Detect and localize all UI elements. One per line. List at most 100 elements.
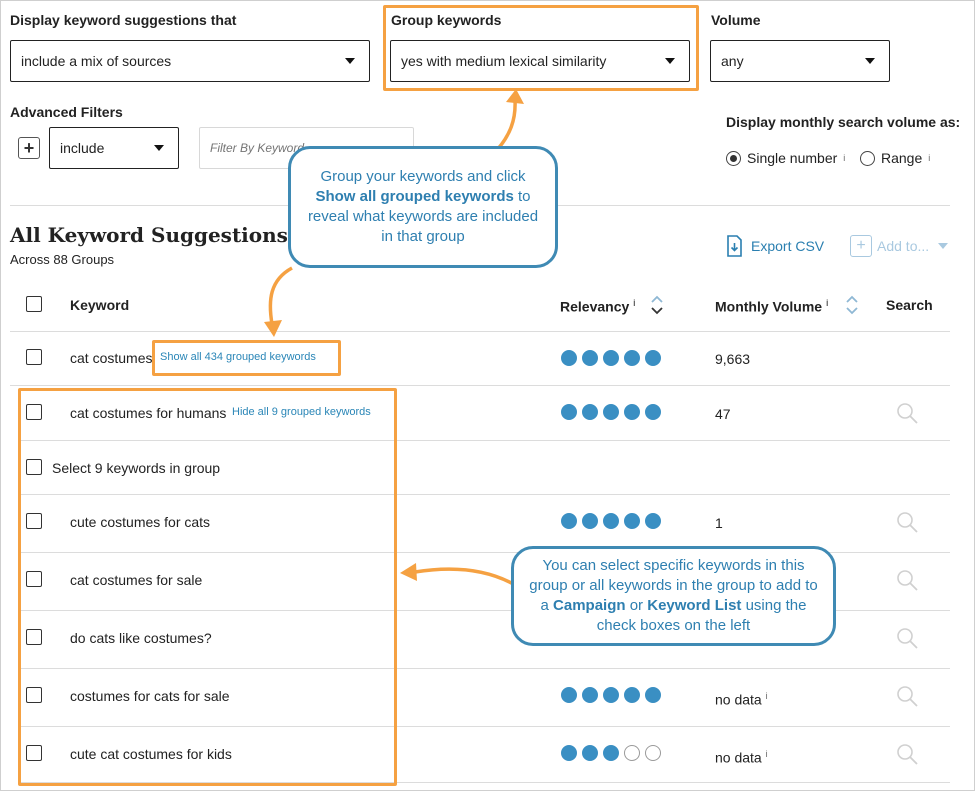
callout-bold-campaign: Campaign (553, 597, 626, 614)
col-relevancy[interactable]: Relevancy i (560, 298, 636, 315)
search-icon[interactable] (896, 685, 918, 707)
radio-range-label: Range (881, 150, 923, 166)
show-grouped-keywords-link[interactable]: Show all 434 grouped keywords (160, 351, 316, 363)
group-keywords-label: Group keywords (391, 12, 502, 28)
relevancy-dots (561, 745, 661, 761)
row-checkbox[interactable] (26, 404, 42, 420)
relevancy-dot-filled (624, 513, 640, 529)
volume-value: any (721, 53, 744, 69)
volume-cell: no data i (715, 749, 768, 766)
add-to-button[interactable]: + Add to... (850, 235, 949, 257)
radio-range[interactable]: Range i (860, 150, 930, 166)
relevancy-dot-filled (645, 513, 661, 529)
callout-group-text: Group your keywords and click Show all g… (307, 168, 539, 245)
hide-grouped-keywords-link[interactable]: Hide all 9 grouped keywords (232, 406, 371, 418)
relevancy-dot-filled (645, 404, 661, 420)
select-group-label: Select 9 keywords in group (52, 460, 221, 476)
relevancy-dot-filled (582, 404, 598, 420)
suggestions-label: Display keyword suggestions that (10, 12, 237, 28)
info-icon: i (825, 298, 829, 308)
chevron-down-icon (938, 243, 949, 249)
plus-icon: + (850, 235, 872, 257)
chevron-down-icon (345, 58, 355, 64)
row-divider (20, 782, 950, 783)
row-checkbox[interactable] (26, 687, 42, 703)
radio-single-number[interactable]: Single number i (726, 150, 845, 166)
keyword-cell: costumes for cats for sale (70, 688, 230, 704)
col-keyword: Keyword (70, 297, 130, 313)
plus-icon: + (23, 138, 35, 158)
relevancy-dot-filled (582, 513, 598, 529)
relevancy-dot-filled (561, 350, 577, 366)
include-select[interactable]: include (49, 127, 179, 169)
callout-bold-keyword-list: Keyword List (647, 597, 742, 614)
section-title: All Keyword Suggestions (10, 223, 288, 247)
select-group-checkbox[interactable] (26, 459, 42, 475)
search-icon[interactable] (896, 511, 918, 533)
relevancy-dots (561, 513, 661, 529)
suggestions-value: include a mix of sources (21, 53, 172, 69)
search-icon[interactable] (896, 627, 918, 649)
keyword-cell: cat costumes (70, 350, 153, 366)
relevancy-dots (561, 350, 661, 366)
relevancy-dot-filled (624, 687, 640, 703)
display-volume-label: Display monthly search volume as: (726, 114, 961, 130)
volume-cell: 1 (715, 515, 723, 531)
relevancy-dots (561, 404, 661, 420)
relevancy-dot-filled (645, 687, 661, 703)
volume-cell: 9,663 (715, 351, 751, 367)
radio-selected-icon[interactable] (726, 150, 741, 166)
info-icon: i (765, 691, 768, 701)
relevancy-dot-filled (624, 350, 640, 366)
volume-select[interactable]: any (710, 40, 890, 82)
info-icon: i (765, 749, 768, 759)
info-icon: i (928, 153, 931, 163)
row-divider (20, 610, 950, 611)
relevancy-dot-filled (561, 404, 577, 420)
relevancy-dot-filled (645, 350, 661, 366)
relevancy-dot-filled (561, 745, 577, 761)
sort-relevancy-icon[interactable] (650, 294, 664, 316)
group-keywords-select[interactable]: yes with medium lexical similarity (390, 40, 690, 82)
add-filter-button[interactable]: + (18, 137, 40, 159)
suggestions-select[interactable]: include a mix of sources (10, 40, 370, 82)
search-icon[interactable] (896, 569, 918, 591)
row-divider (20, 494, 950, 495)
row-divider (10, 385, 950, 386)
export-csv-label: Export CSV (751, 238, 825, 254)
select-all-checkbox[interactable] (26, 296, 42, 312)
search-icon[interactable] (896, 743, 918, 765)
include-value: include (60, 140, 105, 156)
relevancy-dot-filled (603, 687, 619, 703)
col-monthly-volume[interactable]: Monthly Volume i (715, 298, 829, 315)
volume-label: Volume (711, 12, 761, 28)
relevancy-dot-filled (624, 404, 640, 420)
relevancy-dot-filled (561, 687, 577, 703)
export-csv-button[interactable]: Export CSV (725, 235, 824, 257)
row-checkbox[interactable] (26, 513, 42, 529)
relevancy-dot-filled (582, 350, 598, 366)
row-divider (20, 668, 950, 669)
relevancy-dot-empty (645, 745, 661, 761)
row-checkbox[interactable] (26, 745, 42, 761)
keyword-cell: cute costumes for cats (70, 514, 211, 530)
row-divider (20, 552, 950, 553)
keyword-cell: do cats like costumes? (70, 630, 212, 646)
relevancy-dot-filled (561, 513, 577, 529)
section-subtitle: Across 88 Groups (10, 252, 115, 267)
sort-volume-icon[interactable] (845, 294, 859, 316)
row-divider (20, 440, 950, 441)
group-keywords-value: yes with medium lexical similarity (401, 53, 607, 69)
col-search: Search (886, 297, 933, 313)
search-icon[interactable] (896, 402, 918, 424)
radio-single-label: Single number (747, 150, 838, 166)
row-checkbox[interactable] (26, 349, 42, 365)
radio-unselected-icon[interactable] (860, 150, 875, 166)
row-checkbox[interactable] (26, 571, 42, 587)
add-to-label: Add to... (877, 238, 930, 254)
chevron-down-icon (865, 58, 875, 64)
relevancy-dot-filled (582, 745, 598, 761)
callout-group-keywords: Group your keywords and click Show all g… (288, 146, 558, 268)
row-checkbox[interactable] (26, 629, 42, 645)
